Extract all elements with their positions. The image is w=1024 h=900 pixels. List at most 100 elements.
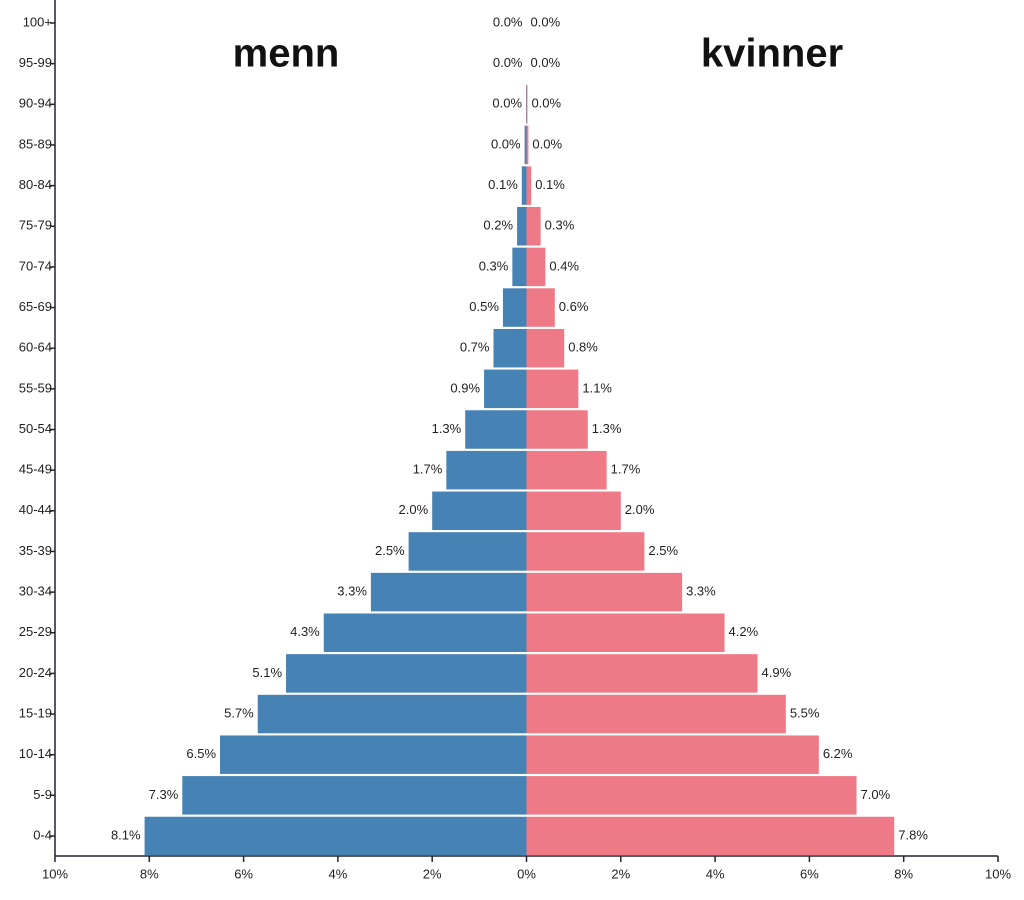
- value-label: 0.0%: [492, 96, 522, 111]
- y-tick-label: 45-49: [19, 462, 52, 477]
- bar: [408, 532, 527, 571]
- value-label: 4.2%: [729, 624, 759, 639]
- value-label: 5.7%: [224, 705, 254, 720]
- bar: [526, 247, 546, 287]
- y-tick-label: 5-9: [33, 787, 52, 802]
- value-label: 1.3%: [432, 421, 462, 436]
- y-tick-label: 100+: [23, 14, 52, 29]
- value-label: 0.7%: [460, 340, 490, 355]
- bar: [526, 125, 529, 165]
- value-label: 0.2%: [483, 218, 513, 233]
- x-tick-label: 2%: [611, 866, 630, 881]
- x-tick-label: 0%: [517, 866, 536, 881]
- bar: [521, 166, 527, 205]
- x-tick-label: 8%: [140, 866, 159, 881]
- value-label: 5.5%: [790, 705, 820, 720]
- value-label: 0.9%: [450, 380, 480, 395]
- y-tick-label: 35-39: [19, 543, 52, 558]
- value-label: 2.5%: [375, 543, 405, 558]
- bar: [524, 125, 527, 165]
- y-tick-label: 0-4: [33, 827, 52, 842]
- value-label: 0.0%: [493, 55, 523, 70]
- value-label: 0.6%: [559, 299, 589, 314]
- y-tick-label: 10-14: [19, 746, 52, 761]
- bar: [526, 207, 541, 246]
- bar: [526, 816, 895, 856]
- bar: [370, 572, 527, 612]
- bar: [446, 450, 527, 490]
- x-tick-label: 4%: [706, 866, 725, 881]
- value-label: 0.0%: [532, 136, 562, 151]
- x-tick-label: 2%: [423, 866, 442, 881]
- y-tick-label: 55-59: [19, 380, 52, 395]
- bar: [257, 694, 527, 734]
- value-label: 0.0%: [493, 14, 523, 29]
- value-label: 6.5%: [186, 746, 216, 761]
- bar: [465, 410, 527, 449]
- bar: [526, 735, 819, 774]
- value-label: 4.9%: [762, 665, 792, 680]
- value-label: 0.8%: [568, 340, 598, 355]
- bar: [526, 85, 528, 124]
- bar: [484, 369, 527, 409]
- value-label: 5.1%: [252, 665, 282, 680]
- bar: [526, 328, 565, 368]
- value-label: 3.3%: [337, 584, 367, 599]
- value-label: 1.7%: [413, 462, 443, 477]
- value-label: 2.0%: [625, 502, 655, 517]
- y-tick-label: 50-54: [19, 421, 52, 436]
- y-tick-label: 70-74: [19, 258, 52, 273]
- bar: [286, 654, 527, 693]
- x-tick-label: 6%: [800, 866, 819, 881]
- value-label: 4.3%: [290, 624, 320, 639]
- legend-entry: menn: [233, 32, 340, 76]
- value-label: 0.4%: [549, 258, 579, 273]
- value-label: 1.3%: [592, 421, 622, 436]
- value-label: 0.3%: [545, 218, 575, 233]
- bar: [526, 491, 621, 531]
- bar: [220, 735, 527, 774]
- value-label: 2.0%: [399, 502, 429, 517]
- x-tick-label: 4%: [329, 866, 348, 881]
- y-tick-label: 90-94: [19, 96, 52, 111]
- y-tick-label: 60-64: [19, 340, 52, 355]
- value-label: 7.8%: [898, 827, 928, 842]
- y-tick-label: 80-84: [19, 177, 52, 192]
- bar: [493, 328, 527, 368]
- x-tick-label: 6%: [234, 866, 253, 881]
- value-label: 1.1%: [582, 380, 612, 395]
- value-label: 8.1%: [111, 827, 141, 842]
- value-label: 6.2%: [823, 746, 853, 761]
- value-label: 0.1%: [488, 177, 518, 192]
- bar: [526, 532, 645, 571]
- bar: [526, 613, 725, 652]
- bar: [182, 776, 527, 815]
- value-label: 0.0%: [531, 55, 561, 70]
- y-tick-label: 25-29: [19, 624, 52, 639]
- y-tick-label: 65-69: [19, 299, 52, 314]
- bar: [526, 288, 555, 327]
- bar: [526, 369, 579, 409]
- value-label: 3.3%: [686, 584, 716, 599]
- y-tick-label: 75-79: [19, 218, 52, 233]
- value-label: 0.0%: [531, 14, 561, 29]
- value-label: 0.3%: [479, 258, 509, 273]
- bar: [526, 450, 607, 490]
- bar: [526, 572, 683, 612]
- bar: [323, 613, 527, 652]
- value-label: 2.5%: [648, 543, 678, 558]
- x-tick-label: 8%: [894, 866, 913, 881]
- bar: [526, 776, 857, 815]
- value-label: 7.3%: [149, 787, 179, 802]
- y-tick-label: 30-34: [19, 584, 52, 599]
- bar: [526, 694, 786, 734]
- bar: [526, 654, 758, 693]
- bar: [517, 207, 527, 246]
- value-label: 0.0%: [531, 96, 561, 111]
- bar: [502, 288, 527, 327]
- y-tick-label: 85-89: [19, 136, 52, 151]
- y-tick-label: 20-24: [19, 665, 52, 680]
- value-label: 1.7%: [611, 462, 641, 477]
